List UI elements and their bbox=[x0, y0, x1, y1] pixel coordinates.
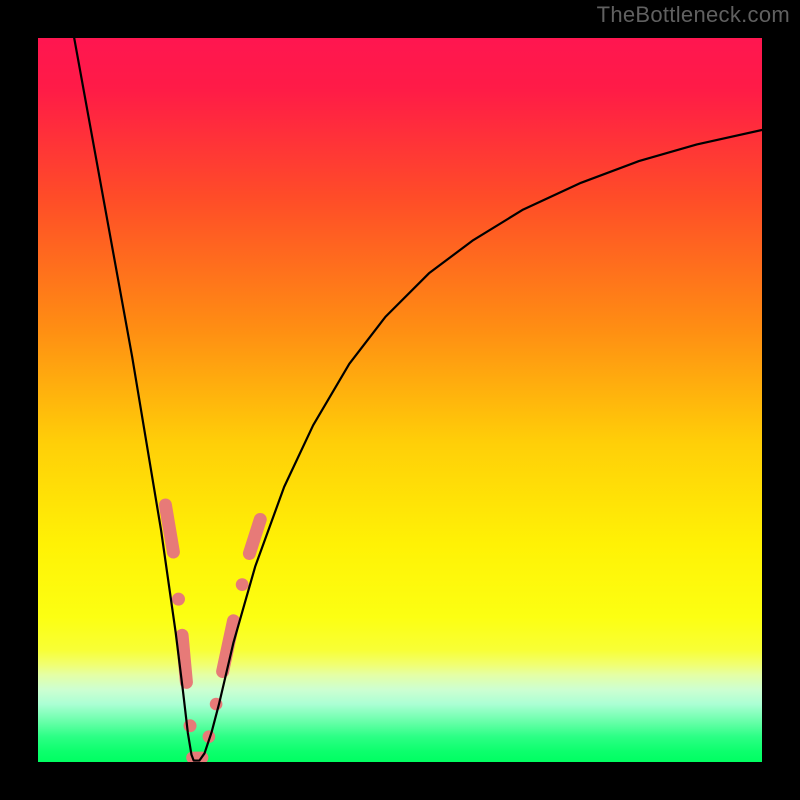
data-marker-segment bbox=[182, 635, 186, 682]
plot-area bbox=[38, 38, 762, 762]
chart-background bbox=[38, 38, 762, 762]
watermark-text: TheBottleneck.com bbox=[597, 2, 790, 28]
data-marker-dot bbox=[172, 593, 185, 606]
chart-svg bbox=[38, 38, 762, 762]
data-marker-dot bbox=[236, 578, 249, 591]
data-marker-segment bbox=[165, 505, 173, 552]
chart-container: TheBottleneck.com bbox=[0, 0, 800, 800]
